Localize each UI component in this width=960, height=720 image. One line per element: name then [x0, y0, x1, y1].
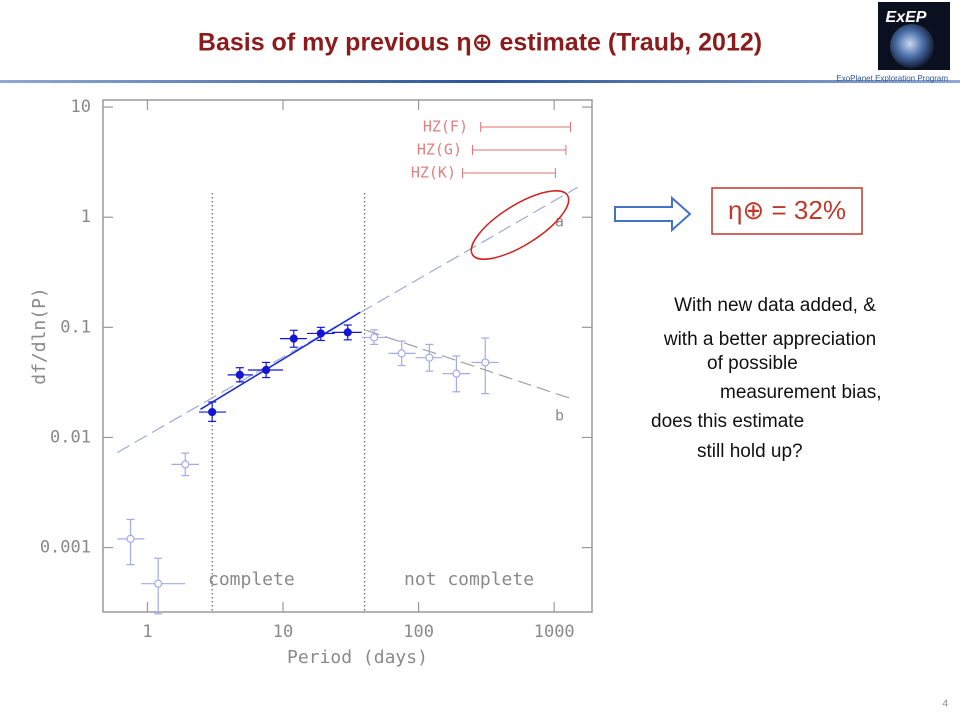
question-line: does this estimate	[651, 411, 804, 432]
question-line: With new data added, &	[674, 295, 876, 316]
data-point	[208, 407, 217, 417]
y-axis-label: df/dln(P)	[29, 287, 50, 385]
highlight-ellipse	[470, 190, 570, 260]
logo-text: ExEP	[886, 9, 927, 26]
data-point	[126, 534, 135, 543]
data-point	[316, 329, 325, 338]
data-point	[481, 358, 490, 367]
program-name: ExoPlanet Exploration Program	[836, 74, 948, 83]
line-label: b	[555, 407, 564, 425]
result-text: η⊕ = 32%	[728, 195, 846, 225]
fit-line	[200, 311, 361, 411]
data-point	[370, 333, 379, 342]
question-line: of possible	[707, 353, 798, 374]
y-tick-label: 0.01	[50, 427, 91, 447]
data-point	[425, 353, 434, 362]
x-tick-label: 10	[273, 622, 293, 642]
y-tick-label: 10	[71, 97, 91, 117]
question-line: still hold up?	[697, 441, 803, 462]
data-point	[262, 365, 271, 375]
logo-planet	[890, 24, 934, 68]
hz-label: HZ(K)	[411, 164, 456, 182]
data-point	[289, 334, 298, 343]
region-label: not complete	[404, 569, 534, 590]
x-tick-label: 1000	[534, 622, 575, 642]
title-rule	[0, 80, 960, 83]
y-tick-label: 1	[81, 207, 91, 227]
data-point	[397, 349, 406, 358]
x-tick-label: 100	[403, 622, 434, 642]
data-point	[181, 460, 190, 469]
data-point	[154, 579, 163, 588]
x-axis-label: Period (days)	[287, 647, 428, 668]
hz-label: HZ(G)	[417, 141, 462, 159]
slide-title: Basis of my previous η⊕ estimate (Traub,…	[198, 29, 762, 57]
line-label: a	[555, 213, 564, 231]
data-point	[343, 328, 352, 337]
hz-label: HZ(F)	[423, 118, 468, 136]
plot-frame	[102, 99, 593, 613]
arrow	[614, 195, 692, 233]
y-tick-label: 0.1	[60, 317, 91, 337]
data-point	[452, 369, 461, 378]
question-line: with a better appreciation	[663, 329, 876, 350]
y-tick-label: 0.001	[40, 538, 91, 558]
region-label: complete	[208, 569, 295, 590]
question-line: measurement bias,	[720, 382, 882, 403]
page-number: 4	[942, 699, 948, 710]
result-box	[711, 187, 863, 235]
plot: 1 10 100 1000 10 1 0.1 0.01 0.001 Period (days) df…	[29, 97, 593, 668]
fit-line	[365, 329, 571, 400]
data-point	[235, 370, 244, 379]
x-tick-label: 1	[142, 622, 152, 642]
